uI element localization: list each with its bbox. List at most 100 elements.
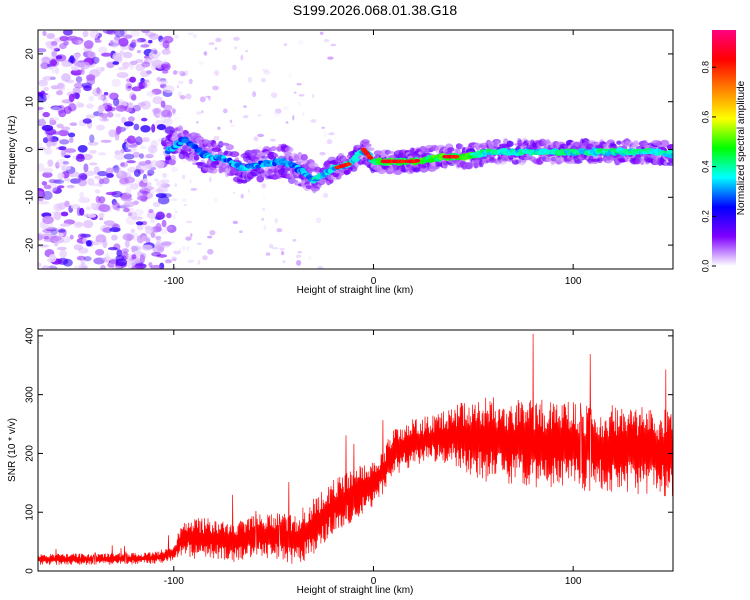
- noise-blob: [127, 212, 133, 217]
- noise-blob: [162, 242, 171, 248]
- noise-blob: [203, 51, 208, 56]
- noise-blob: [128, 144, 138, 148]
- noise-blob: [137, 190, 149, 199]
- ridge-peak: [367, 156, 374, 160]
- noise-blob: [179, 95, 186, 100]
- noise-blob: [273, 111, 280, 117]
- noise-blob: [171, 256, 177, 261]
- noise-blob: [49, 117, 55, 126]
- noise-blob: [202, 255, 208, 261]
- noise-blob: [217, 126, 221, 130]
- noise-blob: [102, 227, 112, 233]
- noise-blob: [38, 200, 50, 205]
- colorbar-gradient: [712, 30, 736, 266]
- noise-blob: [177, 80, 184, 85]
- noise-blob: [146, 91, 156, 97]
- spectrogram-ylabel: Frequency (Hz): [7, 116, 18, 185]
- noise-blob: [42, 215, 54, 225]
- noise-blob: [122, 207, 130, 213]
- noise-blob: [113, 164, 120, 174]
- ridge-halo: [177, 124, 184, 133]
- noise-blob: [196, 111, 202, 115]
- ridge-halo: [270, 146, 278, 151]
- noise-blob: [69, 122, 78, 126]
- noise-blob: [115, 113, 121, 118]
- ridge-halo: [296, 158, 304, 164]
- noise-blob: [140, 145, 147, 149]
- noise-blob: [77, 145, 88, 153]
- noise-blob: [293, 91, 297, 94]
- noise-blob: [107, 247, 118, 251]
- noise-blob: [61, 61, 73, 67]
- noise-blob: [126, 135, 136, 144]
- noise-blob: [145, 226, 154, 235]
- noise-blob: [49, 179, 62, 184]
- noise-blob: [95, 234, 107, 243]
- noise-blob: [151, 252, 162, 257]
- spectrogram-intensity-layer: [38, 30, 673, 269]
- ridge-halo: [211, 147, 222, 152]
- noise-blob: [82, 237, 88, 244]
- noise-blob: [136, 49, 141, 54]
- noise-blob: [121, 248, 129, 253]
- noise-blob: [155, 235, 162, 240]
- noise-blob: [185, 93, 192, 100]
- noise-blob: [75, 76, 83, 83]
- noise-blob: [87, 51, 96, 58]
- noise-blob: [38, 79, 49, 87]
- noise-blob: [39, 118, 46, 126]
- noise-blob: [183, 204, 188, 207]
- noise-blob: [100, 118, 110, 122]
- noise-blob: [104, 253, 110, 261]
- noise-blob: [151, 186, 156, 195]
- noise-blob: [123, 121, 134, 127]
- noise-blob: [106, 173, 114, 178]
- noise-blob: [63, 30, 73, 36]
- noise-blob: [147, 145, 158, 154]
- noise-blob: [245, 50, 249, 53]
- noise-blob: [292, 114, 295, 121]
- noise-blob: [154, 178, 159, 182]
- ridge-core: [559, 148, 565, 152]
- noise-blob: [51, 65, 57, 74]
- noise-blob: [156, 124, 166, 131]
- noise-blob: [94, 189, 101, 194]
- noise-blob: [55, 161, 60, 169]
- ridge-halo: [273, 152, 278, 157]
- noise-blob: [164, 241, 176, 245]
- noise-blob: [176, 70, 180, 73]
- ridge-halo: [455, 148, 461, 155]
- noise-blob: [73, 221, 84, 229]
- noise-blob: [155, 193, 167, 198]
- noise-blob: [116, 72, 129, 79]
- noise-blob: [69, 234, 74, 240]
- noise-blob: [59, 249, 67, 259]
- ridge-halo: [668, 158, 673, 163]
- noise-blob: [230, 124, 235, 127]
- noise-blob: [38, 80, 48, 84]
- ridge-halo: [412, 167, 421, 173]
- noise-blob: [130, 228, 135, 234]
- noise-blob: [181, 198, 187, 202]
- noise-blob: [120, 162, 125, 167]
- noise-blob: [50, 235, 62, 242]
- noise-blob: [127, 253, 132, 260]
- noise-blob: [185, 220, 193, 224]
- noise-blob: [165, 259, 172, 264]
- ridge-halo: [170, 154, 176, 161]
- noise-blob: [232, 64, 237, 71]
- noise-blob: [185, 236, 192, 241]
- noise-blob: [145, 153, 154, 159]
- noise-blob: [112, 61, 119, 65]
- noise-blob: [53, 179, 65, 185]
- noise-blob: [49, 76, 56, 81]
- noise-blob: [213, 135, 220, 141]
- noise-blob: [53, 211, 62, 221]
- noise-blob: [161, 193, 173, 198]
- noise-blob: [98, 46, 108, 54]
- noise-blob: [208, 176, 212, 183]
- noise-blob: [247, 76, 253, 83]
- spectrogram-y-ticks: -20 -10 0 10 20: [25, 48, 673, 252]
- figure-title: S199.2026.068.01.38.G18: [292, 2, 458, 18]
